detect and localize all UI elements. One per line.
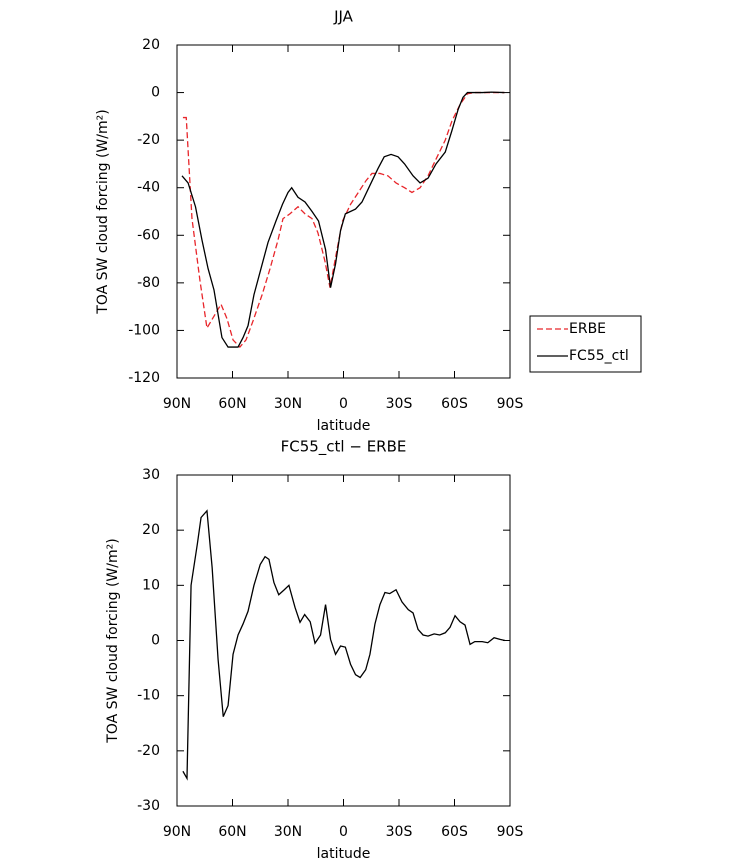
x-tick-label: 30N bbox=[274, 396, 302, 412]
chart-title: FC55_ctl − ERBE bbox=[281, 438, 407, 457]
data-line bbox=[182, 509, 506, 781]
legend-label: FC55_ctl bbox=[569, 348, 629, 364]
data-line bbox=[182, 91, 505, 349]
data-line bbox=[181, 91, 505, 348]
y-tick-label: -120 bbox=[128, 370, 160, 386]
x-tick-label: 30S bbox=[386, 396, 413, 412]
plot-frame bbox=[176, 44, 511, 379]
y-tick-label: -80 bbox=[137, 275, 160, 291]
x-tick-label: 30N bbox=[274, 824, 302, 840]
chart-title: JJA bbox=[333, 8, 354, 26]
y-tick-label: 30 bbox=[142, 467, 160, 483]
y-tick-label: 10 bbox=[142, 577, 160, 593]
y-axis-label: TOA SW cloud forcing (W/m²) bbox=[105, 538, 121, 743]
y-tick-label: -60 bbox=[137, 227, 160, 243]
y-tick-label: 20 bbox=[142, 37, 160, 53]
x-tick-label: 60N bbox=[218, 396, 246, 412]
x-tick-label: 60S bbox=[441, 396, 468, 412]
x-tick-label: 60N bbox=[218, 824, 246, 840]
legend-label: ERBE bbox=[569, 321, 606, 337]
y-tick-label: 0 bbox=[151, 633, 160, 649]
x-axis-label: latitude bbox=[317, 418, 371, 434]
y-tick-label: -100 bbox=[128, 322, 160, 338]
x-axis-label: latitude bbox=[317, 846, 371, 862]
y-tick-label: -40 bbox=[137, 180, 160, 196]
x-tick-label: 30S bbox=[386, 824, 413, 840]
y-tick-label: -20 bbox=[137, 743, 160, 759]
y-tick-label: 20 bbox=[142, 522, 160, 538]
x-tick-label: 90S bbox=[497, 396, 524, 412]
x-tick-label: 0 bbox=[339, 396, 348, 412]
x-tick-label: 60S bbox=[441, 824, 468, 840]
y-axis-label: TOA SW cloud forcing (W/m²) bbox=[95, 109, 111, 314]
x-tick-label: 90N bbox=[163, 396, 191, 412]
y-tick-label: 0 bbox=[151, 85, 160, 101]
plot-frame bbox=[176, 474, 511, 807]
x-tick-label: 90N bbox=[163, 824, 191, 840]
y-tick-label: -30 bbox=[137, 798, 160, 814]
legend-box bbox=[529, 315, 642, 373]
x-tick-label: 0 bbox=[339, 824, 348, 840]
x-tick-label: 90S bbox=[497, 824, 524, 840]
y-tick-label: -20 bbox=[137, 132, 160, 148]
y-tick-label: -10 bbox=[137, 688, 160, 704]
